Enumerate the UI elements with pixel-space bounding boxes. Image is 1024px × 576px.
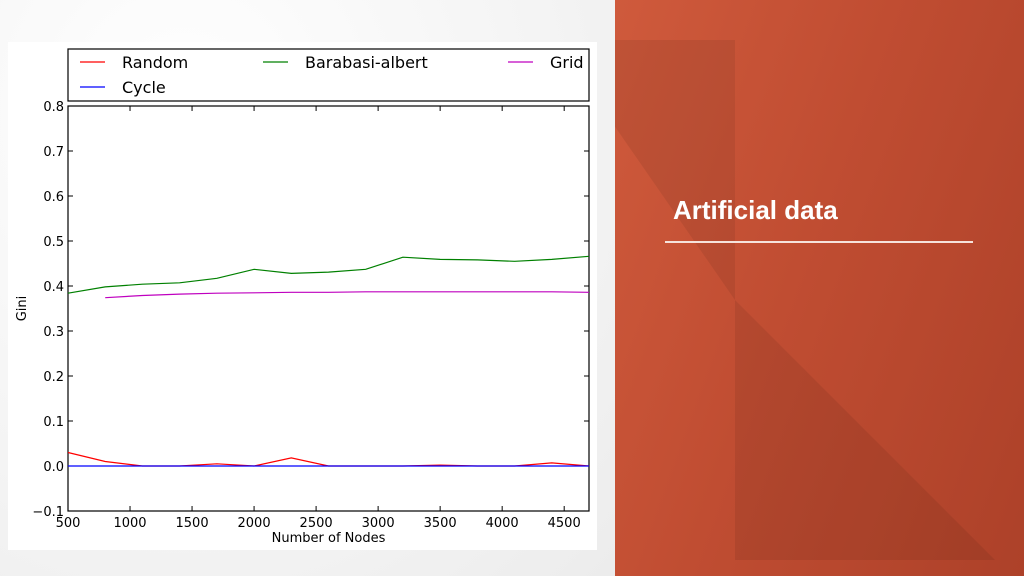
x-tick-label: 500: [56, 516, 81, 531]
x-tick-label: 3500: [424, 516, 457, 531]
chart-panel: Random Barabasi-albert Grid Cycle 500 1000 150…: [8, 42, 597, 550]
plot-frame: [67, 105, 590, 512]
x-axis-label: Number of Nodes: [272, 531, 386, 546]
y-tick-label: 0.6: [43, 190, 64, 205]
y-tick-label: 0.8: [43, 100, 64, 115]
decorative-triangle: [735, 300, 995, 560]
legend-label-grid: Grid: [550, 53, 584, 72]
y-tick-label: 0.3: [43, 325, 64, 340]
y-tick-label: −0.1: [32, 505, 64, 520]
legend-label-barabasi-albert: Barabasi-albert: [305, 53, 428, 72]
slide-title: Artificial data: [673, 195, 838, 225]
slide-left-panel: Random Barabasi-albert Grid Cycle 500 1000 150…: [0, 0, 615, 576]
x-tick-label: 4000: [486, 516, 519, 531]
legend-box: [67, 48, 590, 102]
series-line-barabasi-albert: [67, 255, 590, 294]
x-tick-label: 4500: [548, 516, 581, 531]
y-axis-label: Gini: [15, 296, 30, 322]
series-line-random: [67, 451, 590, 467]
gini-line-chart: Random Barabasi-albert Grid Cycle 500 1000 150…: [15, 48, 590, 546]
y-tick-label: 0.7: [43, 145, 64, 160]
title-underline: [665, 241, 973, 243]
decorative-triangle: [615, 40, 735, 300]
series-line-grid: [105, 291, 590, 299]
x-tick-label: 2000: [238, 516, 271, 531]
y-tick-label: 0.4: [43, 280, 64, 295]
x-tick-label: 1500: [176, 516, 209, 531]
y-tick-label: 0.0: [43, 460, 64, 475]
x-tick-label: 3000: [362, 516, 395, 531]
y-tick-label: 0.2: [43, 370, 64, 385]
x-tick-label: 1000: [113, 516, 146, 531]
legend-label-cycle: Cycle: [122, 78, 166, 97]
legend-label-random: Random: [122, 53, 188, 72]
x-tick-label: 2500: [300, 516, 333, 531]
slide-right-panel: Artificial data: [615, 0, 1024, 576]
y-tick-label: 0.5: [43, 235, 64, 250]
y-tick-label: 0.1: [43, 415, 64, 430]
